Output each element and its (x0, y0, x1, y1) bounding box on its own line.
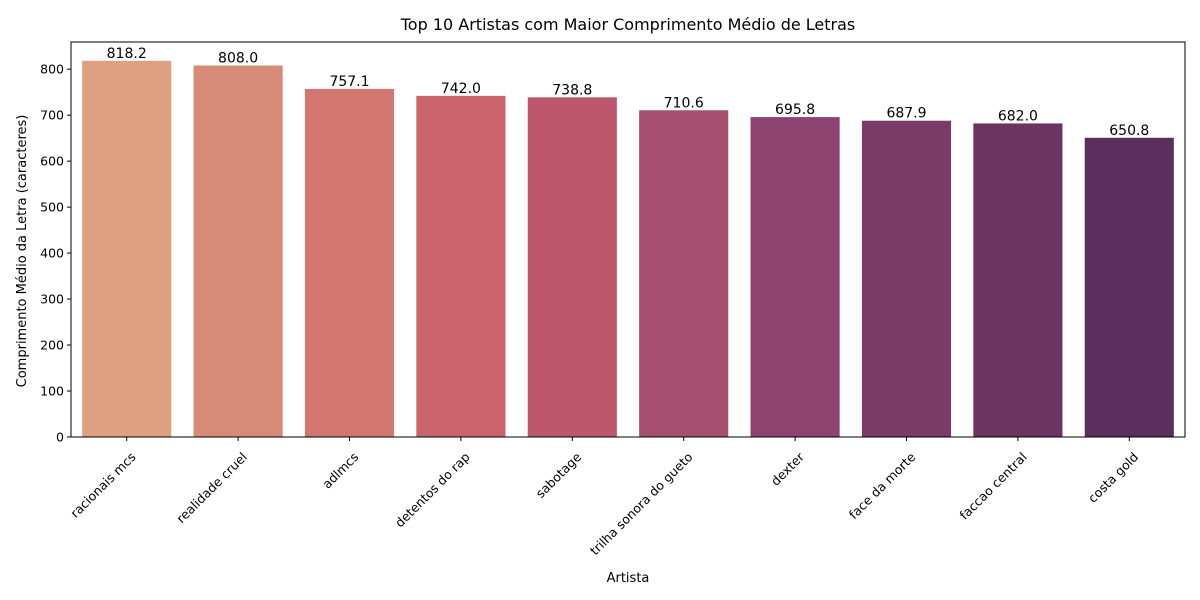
bar-9 (1084, 137, 1174, 437)
x-tick-label-2: adlmcs (319, 449, 361, 491)
data-label-1: 808.0 (218, 51, 258, 67)
data-label-0: 818.2 (107, 46, 147, 62)
x-tick-label-9: costa gold (1085, 449, 1141, 505)
y-tick-label-1: 100 (40, 384, 64, 399)
bar-0 (82, 60, 172, 438)
bar-2 (304, 88, 395, 438)
bar-5 (639, 110, 729, 437)
y-tick-label-5: 500 (40, 200, 64, 215)
y-tick-label-2: 200 (40, 338, 64, 353)
plot-frame (70, 41, 1186, 438)
y-tick-label-6: 600 (40, 154, 64, 169)
chart-title: Top 10 Artistas com Maior Comprimento Mé… (400, 15, 856, 34)
bar-7 (861, 120, 952, 437)
bar-3 (416, 95, 506, 437)
bar-8 (973, 123, 1063, 438)
x-tick-label-7: face da morte (846, 449, 919, 522)
y-tick-label-0: 0 (56, 430, 64, 445)
bar-6 (750, 117, 840, 437)
data-label-2: 757.1 (329, 74, 369, 90)
bar-1 (193, 65, 283, 437)
data-label-9: 650.8 (1109, 123, 1149, 139)
bars-layer (82, 60, 1174, 438)
x-tick-label-5: trilha sonora do gueto (587, 449, 696, 558)
y-tick-label-3: 300 (40, 292, 64, 307)
data-label-4: 738.8 (552, 82, 592, 98)
data-label-6: 695.8 (775, 102, 815, 118)
x-tick-label-0: racionais mcs (67, 449, 138, 520)
bar-4 (527, 97, 617, 437)
data-label-3: 742.0 (441, 81, 481, 97)
data-label-7: 687.9 (886, 106, 926, 122)
labels-layer: 818.2 808.0 757.1 742.0 738.8 710.6 695.8 687.9… (107, 46, 1150, 139)
x-tick-label-8: faccao central (956, 449, 1029, 522)
x-tick-label-1: realidade cruel (173, 449, 250, 526)
data-label-5: 710.6 (664, 95, 704, 111)
x-tick-label-3: detentos do rap (392, 449, 473, 530)
y-axis-label: Comprimento Médio da Letra (caracteres) (15, 115, 30, 388)
y-tick-label-4: 400 (40, 246, 64, 261)
y-tick-label-7: 700 (40, 108, 64, 123)
x-tick-label-4: sabotage (533, 449, 585, 501)
y-tick-label-8: 800 (40, 62, 64, 77)
x-tick-label-6: dexter (768, 449, 808, 489)
data-label-8: 682.0 (998, 108, 1038, 124)
x-axis-label: Artista (607, 571, 650, 586)
